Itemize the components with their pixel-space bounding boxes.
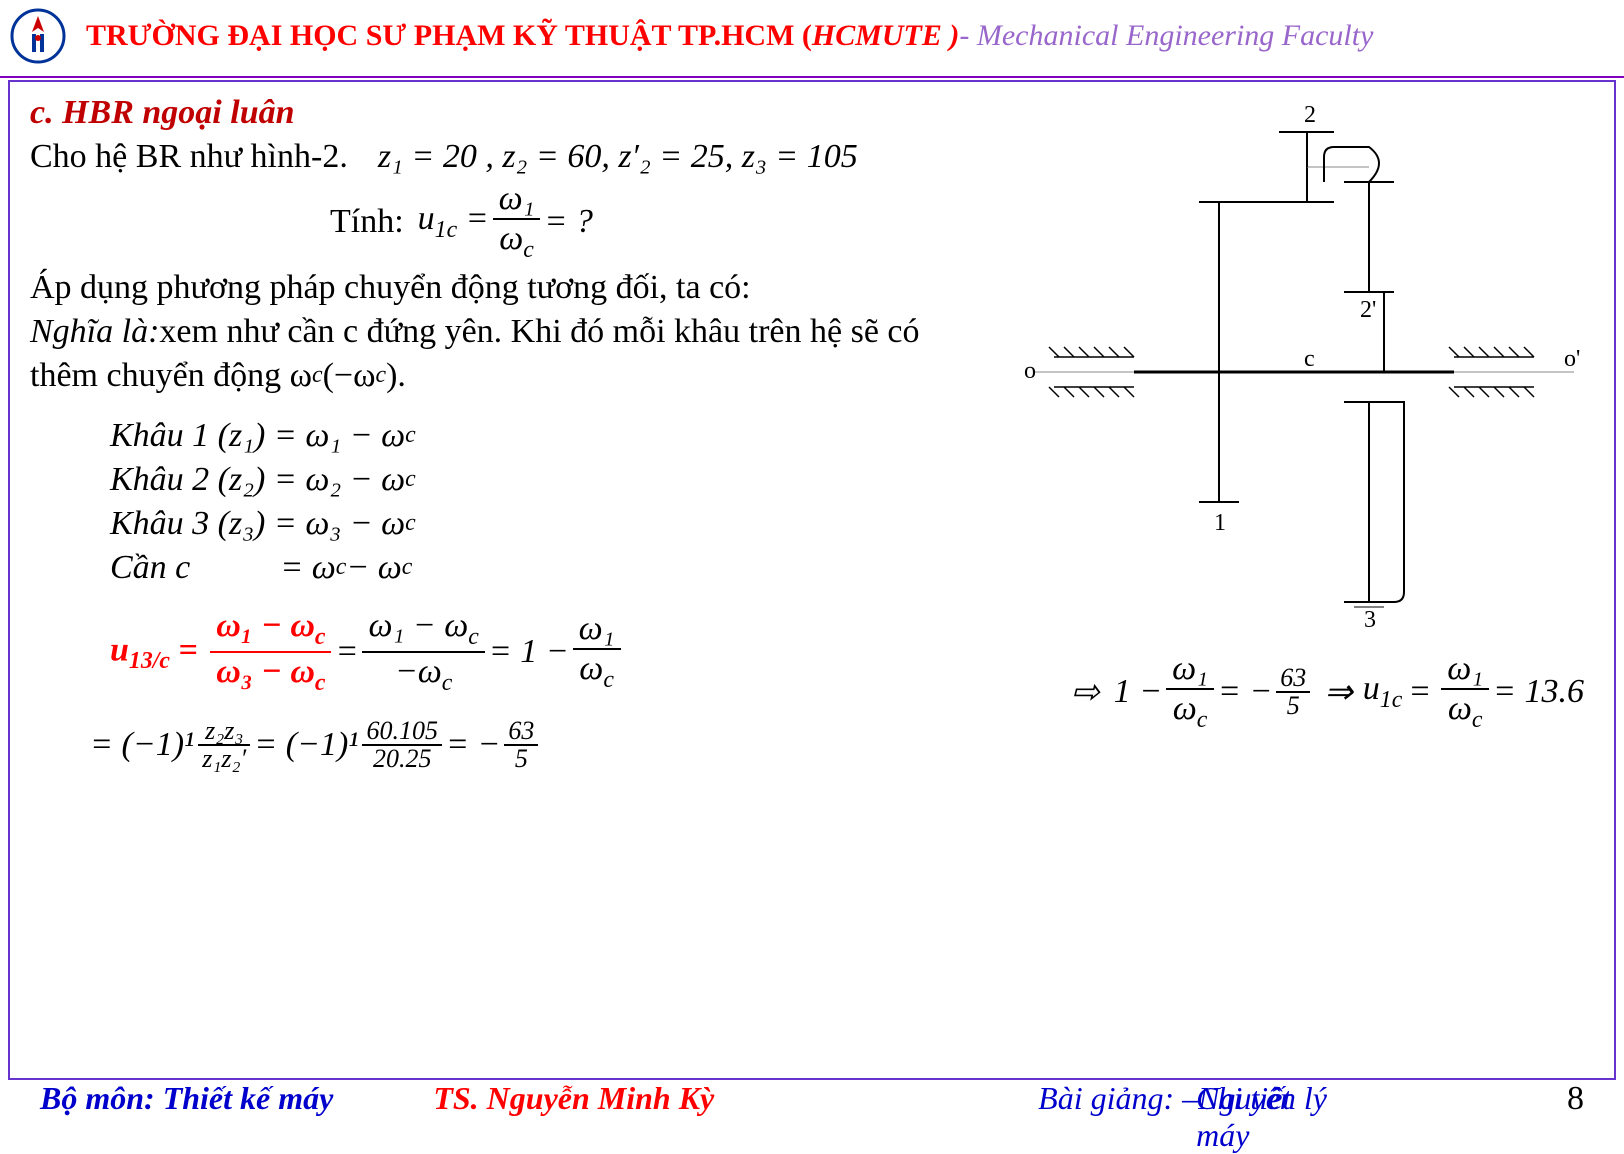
u13c-lhs: u13/c = ω₁ − ωc ω₃ − ωc (110, 609, 335, 696)
svg-text:3: 3 (1364, 607, 1376, 632)
frac-u1c: ω₁ ωc (493, 182, 541, 263)
page-number: 8 (1567, 1080, 1584, 1118)
slide: TRƯỜNG ĐẠI HỌC SƯ PHẠM KỸ THUẬT TP.HCM (… (0, 0, 1624, 1124)
svg-text:o: o (1024, 358, 1036, 384)
meaning-text: xem như cần c đứng yên. Khi đó mỗi khâu … (159, 313, 919, 351)
u1c: u1c = (418, 200, 489, 244)
footer-lecture: Bài giảng: –Nguyên lý Chi tiết máy (1038, 1080, 1327, 1117)
header: TRƯỜNG ĐẠI HỌC SƯ PHẠM KỸ THUẬT TP.HCM (… (0, 0, 1624, 78)
logo-icon (10, 8, 66, 64)
result-line: ⇨ 1 − ω₁ ωc = − 63 5 ⇒ u1c = ω₁ ωc = 13.… (1071, 652, 1584, 733)
content-box: c. HBR ngoại luân Cho hệ BR như hình-2. … (8, 80, 1616, 1080)
u13c-f3: ω₁ ωc (573, 612, 621, 693)
calc-label: Tính: (330, 203, 404, 241)
svg-text:1: 1 (1214, 510, 1226, 536)
university-short: HCMUTE ) (812, 19, 960, 52)
faculty-name: - Mechanical Engineering Faculty (959, 19, 1373, 52)
header-text: TRƯỜNG ĐẠI HỌC SƯ PHẠM KỸ THUẬT TP.HCM (… (86, 19, 1373, 53)
svg-text:2': 2' (1360, 297, 1376, 323)
svg-text:c: c (1304, 346, 1315, 372)
footer-author: TS. Nguyễn Minh Kỳ (433, 1080, 714, 1117)
gear-diagram: 2 2' o c o' 1 3 (1024, 102, 1584, 632)
svg-text:2: 2 (1304, 102, 1316, 128)
u13c-f2: ω₁ − ωc −ωc (362, 609, 484, 696)
footer-dept: Bộ môn: Thiết kế máy (40, 1080, 333, 1117)
params: z₁ = 20 , z₂ = 60, z′₂ = 25, z₃ = 105 (378, 138, 858, 176)
university-name: TRƯỜNG ĐẠI HỌC SƯ PHẠM KỸ THUẬT TP.HCM ( (86, 19, 812, 52)
meaning-label: Nghĩa là: (30, 313, 159, 351)
given-text: Cho hệ BR như hình-2. (30, 138, 348, 176)
svg-text:o': o' (1564, 346, 1580, 372)
footer: Bộ môn: Thiết kế máy TS. Nguyễn Minh Kỳ … (0, 1080, 1624, 1118)
question: = ? (544, 203, 592, 241)
